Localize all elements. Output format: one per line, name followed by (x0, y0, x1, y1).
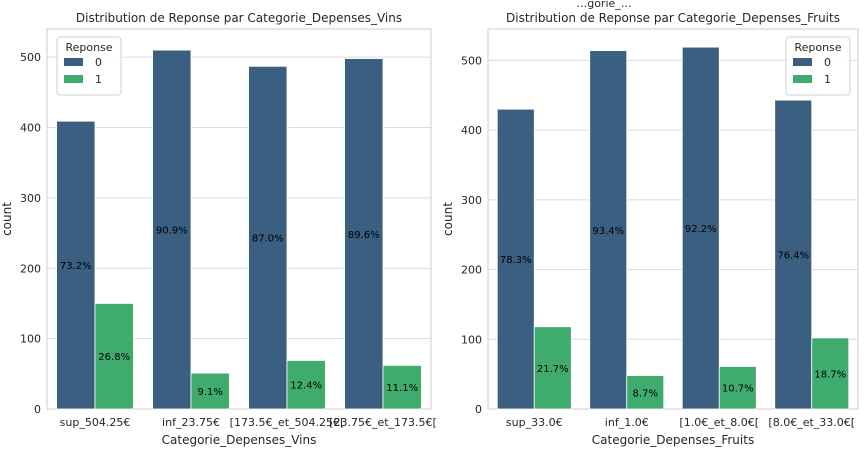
x-tick-label: [8.0€_et_33.0€[ (768, 416, 855, 429)
plot-frame (487, 28, 859, 410)
legend: Reponse 0 1 (56, 36, 122, 96)
y-tick-label: 200 (20, 262, 41, 275)
bar-percent-label: 76.4% (777, 251, 809, 262)
y-tick-label: 400 (461, 124, 482, 137)
y-axis-label: count (0, 202, 14, 236)
x-tick-label: sup_33.0€ (506, 416, 563, 429)
bar-percent-label: 87.0% (252, 234, 284, 245)
bar-percent-label: 8.7% (633, 388, 658, 399)
bar-series-0 (152, 49, 192, 410)
legend-swatch-1 (64, 75, 83, 83)
y-tick-label: 200 (461, 264, 482, 277)
bar-percent-label: 90.9% (156, 226, 188, 237)
bar-series-0 (344, 58, 384, 410)
y-tick-label: 400 (20, 122, 41, 135)
bar-percent-label: 92.2% (685, 224, 717, 235)
y-axis-label: count (441, 202, 455, 236)
bar-percent-label: 18.7% (814, 369, 846, 380)
bar-series-1 (533, 326, 572, 410)
bar-series-0 (496, 108, 535, 410)
legend-entry-label: 1 (824, 73, 831, 86)
legend-swatch-1 (793, 75, 812, 83)
y-tick-label: 0 (475, 403, 482, 416)
bar-series-1 (718, 366, 757, 410)
bar-series-1 (190, 372, 230, 410)
y-tick-label: 300 (20, 192, 41, 205)
legend-swatch-0 (793, 58, 812, 66)
chart-fruits: 0 100 200 300 400 500 78.3% 21.7% sup_33.0€ 93.4%… (441, 11, 859, 447)
plot-frame (46, 28, 432, 410)
bar-percent-label: 11.1% (386, 383, 418, 394)
y-tick-label: 100 (20, 333, 41, 346)
bar-series-1 (94, 303, 134, 410)
legend-entry-label: 0 (95, 56, 102, 69)
bar-series-0 (681, 46, 720, 410)
y-tick-label: 500 (461, 54, 482, 67)
chart-title: Distribution de Reponse par Categorie_De… (506, 11, 840, 25)
y-tick-label: 300 (461, 194, 482, 207)
y-tick-label: 100 (461, 333, 482, 346)
bar-series-0 (56, 120, 96, 410)
x-tick-label: [23.75€_et_173.5€[ (329, 416, 437, 429)
bar-series-0 (774, 99, 813, 410)
legend-swatch-0 (64, 58, 83, 66)
legend-entry-label: 1 (95, 73, 102, 86)
x-tick-label: inf_1.0€ (605, 416, 649, 429)
x-tick-label: sup_504.25€ (60, 416, 131, 429)
legend-title: Reponse (65, 41, 112, 54)
bar-percent-label: 26.8% (98, 352, 130, 363)
top-title-fragment: …gorie_… (576, 0, 632, 10)
x-axis-label: Categorie_Depenses_Vins (162, 433, 317, 447)
bar-series-1 (626, 375, 665, 410)
bar-series-1 (811, 337, 850, 410)
x-tick-label: [173.5€_et_504.25€[ (230, 416, 345, 429)
legend-title: Reponse (794, 41, 841, 54)
bar-series-0 (248, 65, 288, 410)
y-tick-label: 0 (34, 403, 41, 416)
bar-percent-label: 89.6% (348, 230, 380, 241)
chart-vins: 0 100 200 300 400 500 73.2% 26.8% sup_504.25€ 90.… (0, 11, 437, 447)
bar-percent-label: 10.7% (722, 384, 754, 395)
legend-entry-label: 0 (824, 56, 831, 69)
bar-percent-label: 93.4% (592, 226, 624, 237)
bar-percent-label: 12.4% (290, 381, 322, 392)
legend: Reponse 0 1 (785, 36, 851, 96)
bar-percent-label: 73.2% (60, 261, 92, 272)
x-tick-label: [1.0€_et_8.0€[ (679, 416, 759, 429)
bar-series-1 (286, 360, 326, 410)
chart-title: Distribution de Reponse par Categorie_De… (76, 11, 402, 25)
bar-series-1 (382, 364, 422, 410)
bar-percent-label: 9.1% (197, 387, 222, 398)
bar-percent-label: 78.3% (500, 255, 532, 266)
y-tick-label: 500 (20, 51, 41, 64)
x-axis-label: Categorie_Depenses_Fruits (592, 433, 754, 447)
bar-series-0 (589, 50, 628, 410)
bar-percent-label: 21.7% (537, 364, 569, 375)
x-tick-label: inf_23.75€ (162, 416, 220, 429)
